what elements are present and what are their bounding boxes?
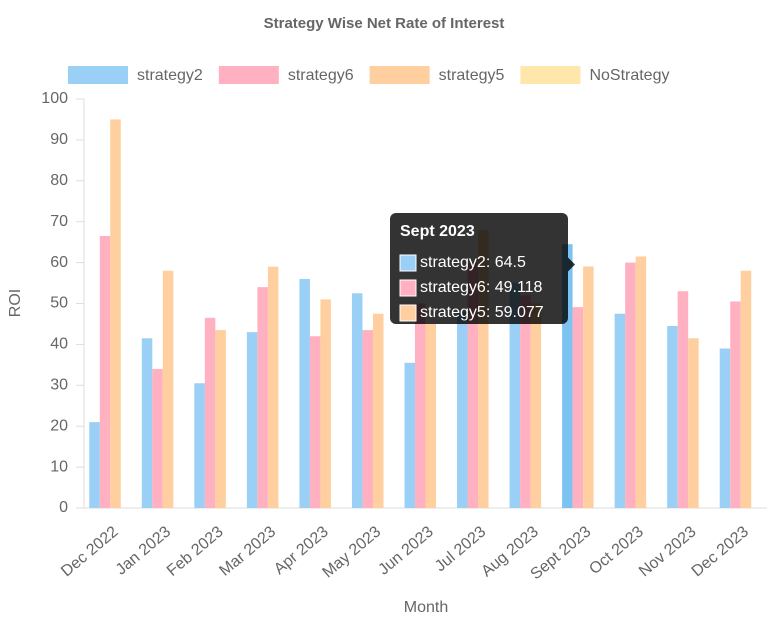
legend-swatch <box>369 66 430 84</box>
bar <box>583 266 594 508</box>
bar <box>509 283 521 508</box>
y-tick-label: 80 <box>50 172 68 189</box>
tooltip-swatch <box>399 254 417 272</box>
x-tick-label: Dec 2023 <box>689 523 752 580</box>
tooltip-line: strategy5: 59.077 <box>420 304 544 321</box>
bar <box>194 383 205 508</box>
legend-label: strategy6 <box>288 67 354 84</box>
tooltip-line: strategy6: 49.118 <box>420 279 543 296</box>
legend-label: NoStrategy <box>589 67 669 84</box>
tooltip-box <box>390 213 568 324</box>
tooltip-caret <box>568 257 575 272</box>
x-tick-label: Jun 2023 <box>375 523 436 578</box>
x-tick-label: May 2023 <box>319 523 384 581</box>
bar <box>362 330 373 508</box>
bar <box>404 362 415 508</box>
x-tick-label: Dec 2022 <box>58 523 121 580</box>
bar <box>309 336 321 508</box>
bar <box>677 291 689 508</box>
y-tick-label: 20 <box>50 417 68 434</box>
legend-label: strategy2 <box>137 67 203 84</box>
legend: strategy2 strategy6 strategy5 NoStrategy <box>68 66 669 84</box>
x-tick-label: Mar 2023 <box>216 523 279 580</box>
bar <box>457 311 468 508</box>
bar <box>572 307 584 508</box>
bar <box>467 262 479 508</box>
bar <box>152 368 163 508</box>
y-tick-label: 100 <box>41 90 68 107</box>
bar <box>635 256 647 508</box>
bar <box>246 332 258 508</box>
y-tick-label: 10 <box>50 458 68 475</box>
bar <box>730 301 741 508</box>
tooltip-value: 59.077 <box>495 304 544 321</box>
legend-swatch <box>68 66 128 84</box>
tooltip: Sept 2023 strategy2: 64.5 strategy6: 49.11… <box>390 213 575 324</box>
tooltip-sep: : <box>486 304 495 321</box>
bar <box>478 229 489 508</box>
tooltip-name: strategy5 <box>420 304 486 321</box>
legend-swatch <box>218 66 279 84</box>
tooltip-swatch <box>399 304 417 322</box>
tooltip-title: Sept 2023 <box>400 223 475 240</box>
bar <box>425 323 437 508</box>
bar <box>530 303 542 508</box>
bar <box>414 303 426 508</box>
x-tick-label: Feb 2023 <box>164 523 227 580</box>
bar <box>267 266 279 508</box>
bar <box>372 313 384 508</box>
bar <box>351 293 363 508</box>
y-tick-label: 0 <box>59 499 68 516</box>
y-tick-label: 70 <box>50 213 68 230</box>
chart-title: Strategy Wise Net Rate of Interest <box>264 15 505 32</box>
x-tick-label: Nov 2023 <box>636 523 699 580</box>
tooltip-sep: : <box>486 279 495 296</box>
y-tick-label: 50 <box>50 295 68 312</box>
bar <box>688 338 699 508</box>
y-tick-label: 60 <box>50 254 68 271</box>
x-tick-label: Jan 2023 <box>113 523 174 578</box>
y-axis-title: ROI <box>7 289 24 317</box>
bar <box>625 262 636 508</box>
bar <box>89 422 100 508</box>
bar <box>141 338 153 508</box>
bar <box>562 244 573 508</box>
tooltip-swatch <box>399 279 417 297</box>
x-axis-title: Month <box>404 599 448 616</box>
y-tick-label: 40 <box>50 336 68 353</box>
tooltip-value: 49.118 <box>495 279 543 296</box>
bar <box>614 313 626 508</box>
tooltip-sep: : <box>486 254 495 271</box>
bar <box>667 325 678 508</box>
bar <box>719 348 731 508</box>
bar <box>99 236 111 508</box>
bar <box>215 330 226 508</box>
bar <box>740 270 752 508</box>
y-tick-label: 30 <box>50 377 68 394</box>
bar <box>110 119 121 508</box>
tooltip-line: strategy2: 64.5 <box>420 254 526 271</box>
bar <box>257 287 268 508</box>
bar <box>162 270 174 508</box>
bar <box>520 295 531 508</box>
bar <box>299 278 310 508</box>
tooltip-name: strategy6 <box>420 279 486 296</box>
tooltip-value: 64.5 <box>495 254 526 271</box>
legend-swatch <box>520 66 581 84</box>
legend-label: strategy5 <box>439 67 505 84</box>
bar <box>320 299 331 508</box>
tooltip-name: strategy2 <box>420 254 486 271</box>
bar <box>204 317 216 508</box>
y-tick-label: 90 <box>50 131 68 148</box>
